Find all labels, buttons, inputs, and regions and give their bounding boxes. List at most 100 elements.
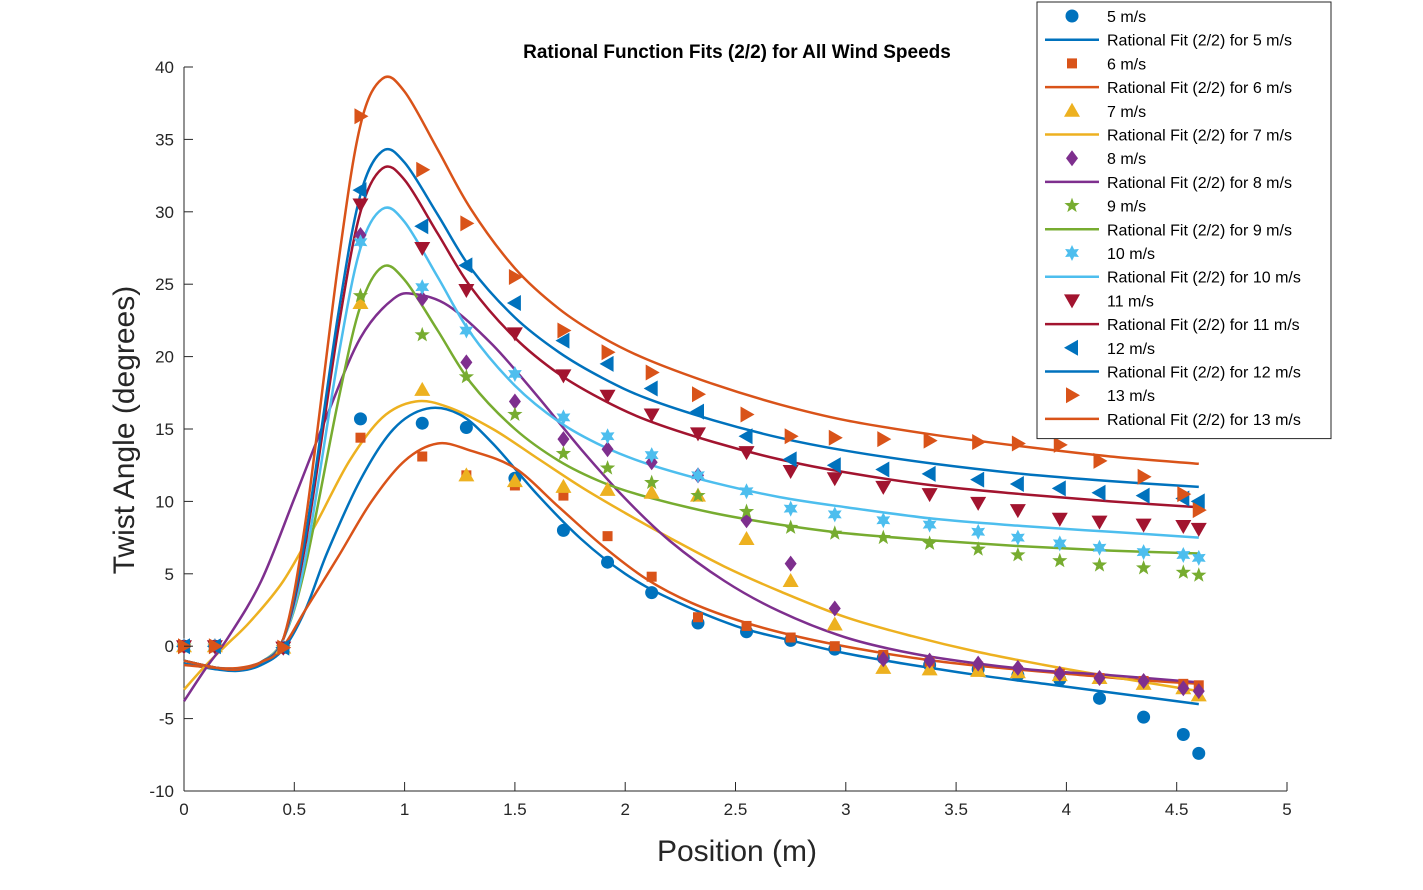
point-8-m-s xyxy=(923,652,936,669)
x-tick-label: 2.5 xyxy=(724,800,748,819)
fit-line-5-m-s xyxy=(183,406,1199,706)
point-10-m-s xyxy=(739,483,754,500)
point-9-m-s xyxy=(644,474,660,489)
point-7-m-s xyxy=(458,467,475,482)
point-9-m-s xyxy=(827,525,843,540)
y-tick-label: 5 xyxy=(165,565,174,584)
x-tick-label: 2 xyxy=(620,800,629,819)
point-9-m-s xyxy=(414,326,430,342)
point-12-m-s xyxy=(689,403,704,420)
chart-title: Rational Function Fits (2/2) for All Win… xyxy=(523,42,951,63)
point-6-m-s xyxy=(646,571,657,582)
point-13-m-s xyxy=(877,431,892,448)
point-12-m-s xyxy=(352,182,367,199)
point-10-m-s xyxy=(1191,549,1206,566)
point-5-m-s xyxy=(1092,691,1106,705)
point-10-m-s xyxy=(600,428,615,445)
point-13-m-s xyxy=(601,344,616,361)
point-9-m-s xyxy=(1191,567,1207,582)
point-13-m-s xyxy=(645,364,660,381)
point-12-m-s xyxy=(921,465,936,482)
point-8-m-s xyxy=(460,354,473,371)
point-7-m-s xyxy=(506,473,523,488)
legend-marker-6-m-s xyxy=(1067,58,1077,69)
point-10-m-s xyxy=(1092,539,1107,556)
point-10-m-s xyxy=(691,467,705,484)
point-5-m-s xyxy=(1192,746,1206,760)
point-10-m-s xyxy=(415,279,430,296)
point-13-m-s xyxy=(784,428,799,445)
point-9-m-s xyxy=(507,406,523,421)
y-tick-label: -10 xyxy=(149,782,174,801)
point-11-m-s xyxy=(599,389,616,404)
point-8-m-s xyxy=(1053,665,1066,682)
point-8-m-s xyxy=(1137,672,1150,689)
x-tick-label: 0 xyxy=(179,800,188,819)
x-tick-label: 3 xyxy=(841,800,850,819)
legend-entry: 6 m/s xyxy=(1107,56,1146,73)
point-9-m-s xyxy=(690,487,706,503)
legend-entry: 8 m/s xyxy=(1107,151,1146,168)
legend-entry: 7 m/s xyxy=(1107,104,1146,121)
point-13-m-s xyxy=(691,386,706,403)
point-9-m-s xyxy=(1175,564,1191,579)
point-11-m-s xyxy=(506,327,523,342)
point-8-m-s xyxy=(1192,683,1205,700)
point-8-m-s xyxy=(784,555,797,572)
point-9-m-s xyxy=(1010,547,1026,562)
x-axis: 0 0.5 1 1.5 2 2.5 3 3.5 4 4.5 5 xyxy=(179,782,1292,819)
point-12-m-s xyxy=(1009,476,1024,493)
y-tick-label: 35 xyxy=(155,130,174,149)
point-5-m-s xyxy=(645,586,659,600)
point-12-m-s xyxy=(599,355,614,372)
point-11-m-s xyxy=(1091,515,1108,530)
point-6-m-s xyxy=(692,612,703,623)
point-11-m-s xyxy=(1175,520,1192,535)
point-9-m-s xyxy=(1052,552,1068,568)
point-12-m-s xyxy=(643,380,658,397)
point-7-m-s xyxy=(555,478,572,493)
point-11-m-s xyxy=(921,488,938,503)
y-axis-label: Twist Angle (degrees) xyxy=(108,286,141,574)
point-6-m-s xyxy=(829,641,840,652)
point-9-m-s xyxy=(970,541,986,556)
legend-marker-12-m-s xyxy=(1064,339,1078,356)
point-13-m-s xyxy=(1192,502,1207,519)
legend-entry: Rational Fit (2/2) for 6 m/s xyxy=(1107,80,1292,97)
legend-entry: Rational Fit (2/2) for 9 m/s xyxy=(1107,222,1292,239)
point-10-m-s xyxy=(1010,529,1025,546)
point-5-m-s xyxy=(415,416,429,430)
point-5-m-s xyxy=(1137,710,1151,724)
fit-line-7-m-s xyxy=(183,399,1200,693)
point-10-m-s xyxy=(783,500,798,517)
point-13-m-s xyxy=(1053,436,1068,453)
point-11-m-s xyxy=(1051,512,1068,527)
x-tick-label: 1.5 xyxy=(503,800,527,819)
point-12-m-s xyxy=(1091,484,1106,501)
legend-entry: 10 m/s xyxy=(1107,246,1155,263)
point-11-m-s xyxy=(738,446,755,461)
legend-marker-5-m-s xyxy=(1065,9,1079,23)
point-9-m-s xyxy=(1091,557,1108,572)
point-9-m-s xyxy=(599,460,616,475)
point-11-m-s xyxy=(970,496,987,511)
legend-marker-7-m-s xyxy=(1064,102,1080,117)
point-13-m-s xyxy=(277,639,292,656)
point-8-m-s xyxy=(828,600,841,617)
legend-entry: Rational Fit (2/2) for 10 m/s xyxy=(1107,270,1301,287)
legend-entry: Rational Fit (2/2) for 8 m/s xyxy=(1107,175,1292,192)
point-9-m-s xyxy=(738,503,755,518)
y-tick-label: 15 xyxy=(155,420,174,439)
point-11-m-s xyxy=(875,480,892,495)
point-10-m-s xyxy=(508,366,522,382)
y-tick-label: -5 xyxy=(159,710,174,729)
point-12-m-s xyxy=(414,218,429,235)
point-12-m-s xyxy=(506,295,521,312)
x-tick-label: 0.5 xyxy=(282,800,306,819)
y-tick-label: 30 xyxy=(155,203,174,222)
y-tick-label: 10 xyxy=(155,492,174,511)
point-7-m-s xyxy=(352,295,369,310)
point-9-m-s xyxy=(352,287,369,303)
point-10-m-s xyxy=(644,447,659,464)
point-5-m-s xyxy=(459,421,473,435)
